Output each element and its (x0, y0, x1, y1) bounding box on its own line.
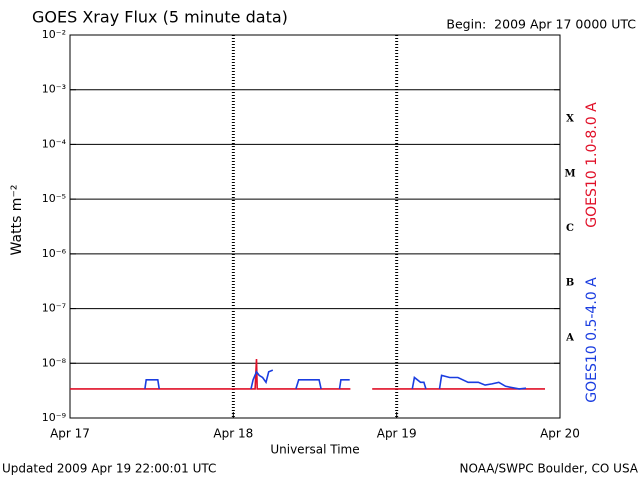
footer-left: Updated 2009 Apr 19 22:00:01 UTC (2, 462, 216, 476)
footer-right: NOAA/SWPC Boulder, CO USA (460, 462, 639, 476)
plot-frame (69, 34, 561, 419)
y-tick-label: 10⁻⁵ (42, 192, 66, 205)
legend-entry: GOES10 0.5-4.0 A (584, 277, 600, 403)
y-tick-label: 10⁻⁸ (42, 356, 67, 369)
legend-entry: GOES10 1.0-8.0 A (584, 102, 600, 228)
x-tick-label: Apr 17 (50, 427, 90, 441)
x-tick-label: Apr 20 (540, 427, 580, 441)
begin-label: Begin: 2009 Apr 17 0000 UTC (446, 17, 636, 32)
y-tick-label: 10⁻² (42, 28, 66, 41)
flare-class-label: B (566, 278, 574, 289)
flare-class-label: A (565, 332, 574, 343)
y-tick-label: 10⁻⁷ (42, 302, 66, 315)
x-axis-label: Universal Time (270, 443, 359, 457)
y-tick-label: 10⁻³ (42, 83, 66, 96)
y-tick-label: 10⁻⁹ (42, 411, 66, 424)
x-tick-label: Apr 18 (213, 427, 253, 441)
flare-class-label: M (564, 168, 575, 179)
y-tick-label: 10⁻⁴ (42, 137, 67, 150)
chart-title: GOES Xray Flux (5 minute data) (32, 8, 288, 27)
flare-class-label: X (566, 114, 574, 125)
y-tick-label: 10⁻⁶ (42, 247, 67, 260)
series-line (144, 369, 527, 390)
flare-class-label: C (566, 223, 574, 234)
x-tick-label: Apr 19 (377, 427, 417, 441)
y-axis-label: Watts m⁻² (9, 185, 25, 256)
